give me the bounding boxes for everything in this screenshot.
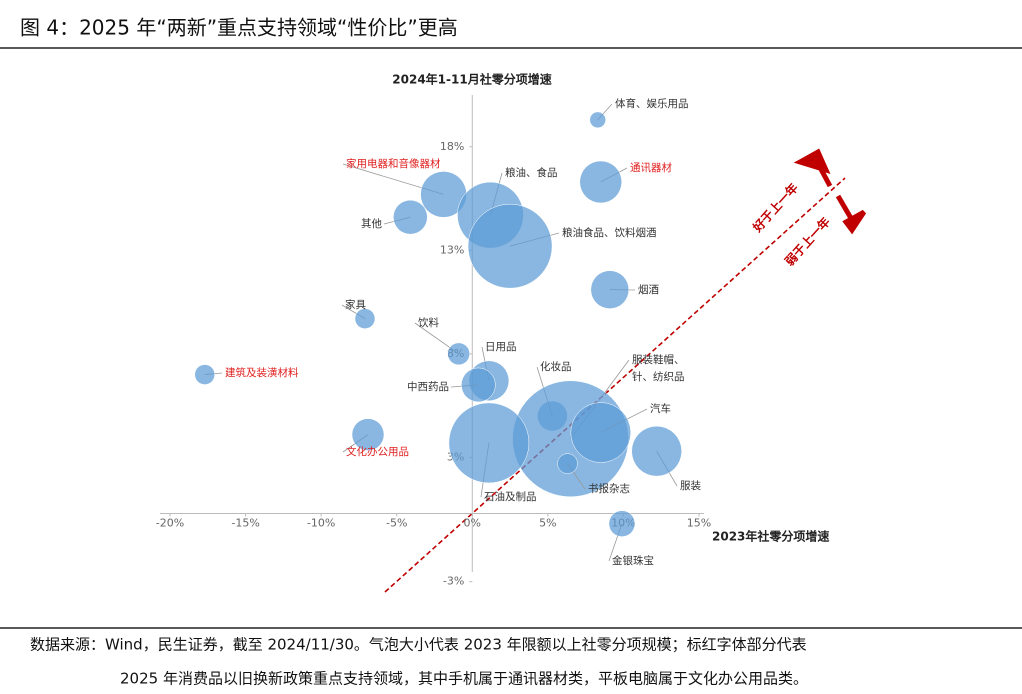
bubble-label: 服装 (680, 479, 701, 492)
bubble-label: 家用电器和音像器材 (346, 157, 441, 170)
x-tick-label: 0% (464, 517, 481, 530)
bubble (461, 367, 496, 403)
bubble (351, 418, 385, 451)
bubble (557, 453, 578, 474)
y-tick-label: 18% (440, 140, 464, 153)
bubble (631, 425, 682, 477)
bubble-label: 粮油、食品 (505, 166, 558, 179)
x-tick-label: -10% (307, 517, 335, 530)
arrow-down (835, 194, 867, 235)
bubble-label: 服装鞋帽、针、纺织品 (632, 353, 685, 383)
bubble (590, 270, 630, 309)
bubble-label: 汽车 (650, 402, 671, 415)
x-tick-label: -20% (156, 517, 184, 530)
bubble-label: 烟酒 (638, 283, 659, 296)
bubble-label: 饮料 (418, 316, 439, 329)
bubble-label: 粮油食品、饮料烟酒 (562, 226, 657, 239)
bubble (589, 111, 606, 129)
bubble (393, 199, 428, 235)
x-tick-label: -5% (386, 517, 407, 530)
x-tick-label: -15% (231, 517, 259, 530)
y-tick-label: -3% (443, 575, 464, 588)
bubble (570, 402, 632, 463)
bubble (447, 342, 470, 366)
bubble-label: 石油及制品 (484, 490, 537, 503)
bubble (194, 364, 216, 385)
y-tick-label: 13% (440, 243, 464, 256)
bubble-label: 日用品 (485, 341, 517, 353)
bubble-label: 化妆品 (540, 360, 572, 373)
bubble-label: 家具 (345, 298, 366, 311)
bubble-label: 文化办公用品 (346, 445, 409, 458)
bubble-label: 建筑及装潢材料 (225, 366, 299, 379)
source-note: 数据来源：Wind，民生证券，截至 2024/11/30。气泡大小代表 2023… (30, 636, 807, 654)
figure-title: 图 4：2025 年“两新”重点支持领域“性价比”更高 (20, 16, 458, 40)
y-axis-title: 2024年1-11月社零分项增速 (392, 72, 551, 87)
bubble-label: 中西药品 (407, 380, 449, 393)
x-tick-label: 5% (539, 517, 556, 530)
bubble-label: 其他 (361, 217, 382, 230)
x-axis-title: 2023年社零分项增速 (712, 529, 829, 544)
arrow-up (793, 148, 833, 188)
annotation: 弱于上一年 (782, 214, 833, 269)
bubble (448, 402, 530, 484)
annotation: 好于上一年 (749, 180, 801, 235)
bubble (608, 510, 636, 537)
bubble (579, 160, 623, 204)
source-note: 2025 年消费品以旧换新政策重点支持领域，其中手机属于通讯器材类，平板电脑属于… (120, 670, 808, 688)
bubble (354, 308, 376, 329)
bubble-label: 金银珠宝 (612, 554, 654, 567)
x-tick-label: 15% (687, 517, 711, 530)
bubble-label: 通讯器材 (630, 161, 672, 174)
bubble-label: 书报杂志 (588, 482, 630, 495)
bubble (467, 203, 553, 289)
bubble-label: 体育、娱乐用品 (615, 97, 689, 110)
parity-line (384, 177, 846, 593)
